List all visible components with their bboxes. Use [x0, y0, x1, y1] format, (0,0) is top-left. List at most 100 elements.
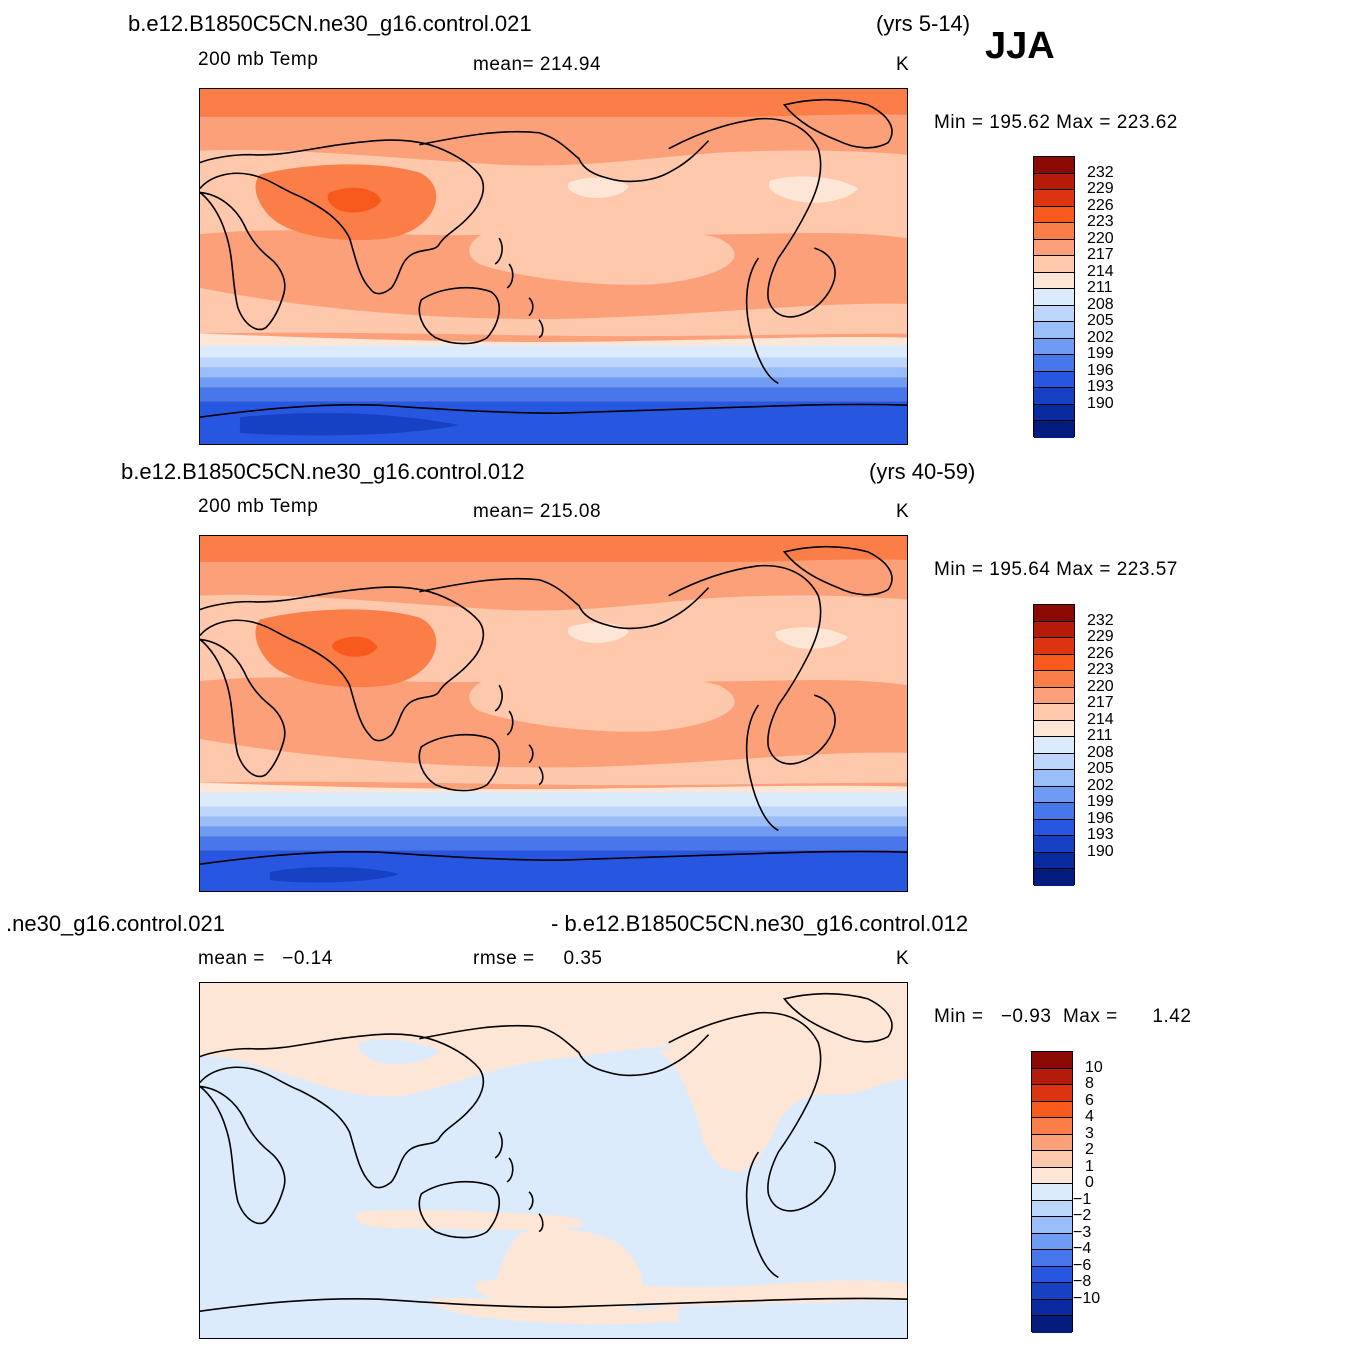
colorbar-swatch	[1034, 621, 1074, 639]
colorbar-tick-label: 6	[1085, 1091, 1094, 1109]
colorbar-tick-label: 208	[1087, 743, 1114, 761]
colorbar-swatch	[1032, 1233, 1072, 1251]
colorbar-tick-label: 211	[1087, 727, 1113, 745]
colorbar-swatch	[1034, 322, 1074, 339]
colorbar-swatch	[1034, 671, 1074, 688]
colorbar-swatch	[1034, 770, 1074, 787]
colorbar-swatch	[1032, 1184, 1072, 1201]
colorbar-tick-label: 232	[1087, 611, 1114, 629]
colorbar-swatch	[1034, 388, 1074, 405]
colorbar-swatch	[1034, 190, 1074, 207]
colorbar-tick-label: 220	[1087, 229, 1114, 247]
colorbar-swatch	[1034, 753, 1074, 771]
colorbar-tick-label: 202	[1087, 328, 1114, 346]
colorbar-swatch	[1032, 1085, 1072, 1102]
colorbar-tick-label: −1	[1073, 1190, 1092, 1208]
colorbar-swatch	[1034, 239, 1074, 257]
colorbar-swatch	[1032, 1151, 1072, 1168]
colorbar-tick-label: 193	[1087, 826, 1114, 844]
colorbar-tick-label: −2	[1073, 1207, 1092, 1225]
panel2-units: K	[896, 501, 910, 522]
colorbar-tick-label: 205	[1087, 760, 1114, 778]
colorbar-swatch	[1032, 1068, 1072, 1086]
colorbar-swatch	[1034, 654, 1074, 672]
panel2-mean: mean= 215.08	[473, 501, 602, 522]
colorbar-tick-label: 226	[1087, 196, 1114, 214]
panel1-minmax: Min = 195.62 Max = 223.62	[934, 112, 1178, 133]
colorbar-swatch	[1034, 223, 1074, 240]
colorbar-tick-label: −6	[1073, 1256, 1092, 1274]
colorbar-tick-label: −8	[1073, 1273, 1092, 1291]
colorbar-swatch	[1034, 371, 1074, 389]
panel3-case-left: .ne30_g16.control.021	[6, 911, 225, 936]
panel3-map	[199, 982, 908, 1339]
colorbar-tick-label: 202	[1087, 776, 1114, 794]
colorbar-swatch	[1032, 1134, 1072, 1152]
colorbar-tick-label: 214	[1087, 262, 1114, 280]
colorbar-tick-label: 229	[1087, 180, 1114, 198]
colorbar-tick-label: 229	[1087, 628, 1114, 646]
colorbar-swatch	[1034, 720, 1074, 738]
colorbar-swatch	[1034, 404, 1074, 422]
colorbar-swatch	[1032, 1118, 1072, 1135]
colorbar-swatch	[1034, 289, 1074, 306]
colorbar-swatch	[1034, 819, 1074, 837]
colorbar-tick-label: 205	[1087, 312, 1114, 330]
panel3-colorbar	[1031, 1051, 1073, 1333]
colorbar-swatch	[1032, 1299, 1072, 1317]
colorbar-swatch	[1032, 1250, 1072, 1267]
colorbar-tick-label: 3	[1085, 1124, 1094, 1142]
colorbar-tick-label: 196	[1087, 809, 1114, 827]
colorbar-tick-label: 208	[1087, 295, 1114, 313]
panel2-colorbar	[1033, 604, 1075, 886]
colorbar-swatch	[1034, 638, 1074, 655]
colorbar-tick-label: 199	[1087, 345, 1114, 363]
panel2-map	[199, 535, 908, 892]
colorbar-tick-label: 217	[1087, 246, 1114, 264]
colorbar-swatch	[1032, 1266, 1072, 1284]
colorbar-tick-label: 190	[1087, 394, 1114, 412]
colorbar-tick-label: −10	[1073, 1289, 1101, 1307]
colorbar-tick-label: 214	[1087, 710, 1114, 728]
panel1-case-title: b.e12.B1850C5CN.ne30_g16.control.021	[128, 11, 532, 36]
colorbar-swatch	[1034, 687, 1074, 705]
colorbar-swatch	[1032, 1052, 1072, 1069]
colorbar-swatch	[1034, 256, 1074, 273]
panel3-case-right: - b.e12.B1850C5CN.ne30_g16.control.012	[551, 911, 969, 936]
colorbar-swatch	[1034, 272, 1074, 290]
panel2-years: (yrs 40-59)	[869, 459, 976, 484]
panel2-case-title: b.e12.B1850C5CN.ne30_g16.control.012	[121, 459, 525, 484]
panel3-minmax: Min = −0.93 Max = 1.42	[934, 1006, 1192, 1027]
colorbar-swatch	[1034, 355, 1074, 372]
colorbar-tick-label: 8	[1085, 1075, 1094, 1093]
colorbar-tick-label: 193	[1087, 378, 1114, 396]
colorbar-swatch	[1032, 1283, 1072, 1300]
colorbar-swatch	[1034, 803, 1074, 820]
panel1-units: K	[896, 54, 910, 75]
panel3-units: K	[896, 948, 910, 969]
colorbar-tick-label: 223	[1087, 213, 1114, 231]
panel1-map	[199, 88, 908, 445]
colorbar-swatch	[1034, 157, 1074, 174]
colorbar-swatch	[1034, 338, 1074, 356]
colorbar-tick-label: 223	[1087, 661, 1114, 679]
colorbar-tick-label: −4	[1073, 1240, 1092, 1258]
colorbar-swatch	[1032, 1167, 1072, 1185]
panel3-mean: mean = −0.14	[198, 948, 333, 969]
panel1-colorbar	[1033, 156, 1075, 438]
colorbar-tick-label: −3	[1073, 1223, 1092, 1241]
colorbar-tick-label: 2	[1085, 1141, 1094, 1159]
colorbar-swatch	[1034, 305, 1074, 323]
colorbar-tick-label: 217	[1087, 694, 1114, 712]
colorbar-swatch	[1034, 206, 1074, 224]
colorbar-swatch	[1034, 852, 1074, 870]
colorbar-tick-label: 196	[1087, 361, 1114, 379]
colorbar-swatch	[1032, 1316, 1072, 1333]
colorbar-swatch	[1034, 836, 1074, 853]
colorbar-tick-label: 4	[1085, 1108, 1094, 1126]
colorbar-swatch	[1032, 1217, 1072, 1234]
colorbar-swatch	[1034, 605, 1074, 622]
colorbar-swatch	[1034, 704, 1074, 721]
colorbar-swatch	[1032, 1101, 1072, 1119]
colorbar-swatch	[1034, 421, 1074, 438]
